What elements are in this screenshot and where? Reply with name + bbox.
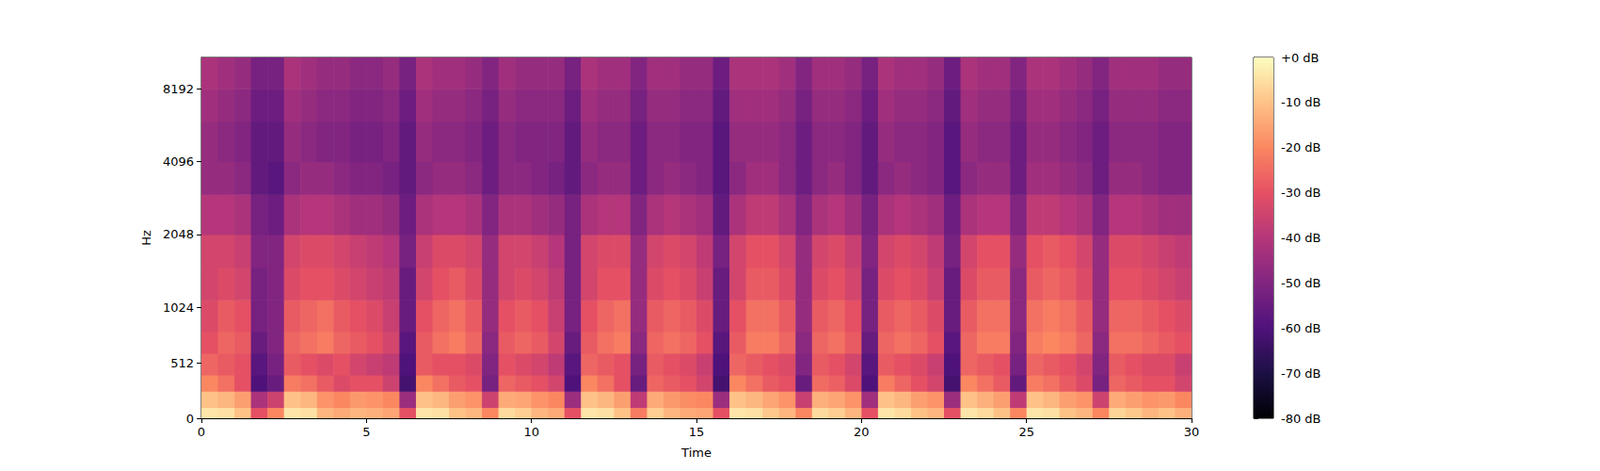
svg-text:15: 15 [688,424,705,439]
svg-text:1024: 1024 [162,300,194,315]
svg-text:-30 dB: -30 dB [1280,185,1322,200]
svg-text:5: 5 [362,424,370,439]
svg-text:-20 dB: -20 dB [1280,140,1322,155]
svg-text:4096: 4096 [162,154,194,169]
svg-text:25: 25 [1018,424,1035,439]
svg-text:-80 dB: -80 dB [1280,411,1322,426]
svg-text:512: 512 [170,355,194,370]
svg-text:-50 dB: -50 dB [1280,275,1322,290]
svg-text:Hz: Hz [139,229,154,246]
svg-text:-70 dB: -70 dB [1280,366,1322,381]
svg-text:0: 0 [186,411,194,426]
svg-text:-60 dB: -60 dB [1280,320,1322,336]
svg-text:Time: Time [680,445,712,460]
svg-text:+0 dB: +0 dB [1280,50,1319,65]
svg-text:-40 dB: -40 dB [1280,230,1322,245]
svg-text:8192: 8192 [162,81,194,96]
svg-text:0: 0 [197,424,206,439]
svg-text:20: 20 [853,424,870,439]
svg-text:2048: 2048 [162,226,194,241]
svg-text:30: 30 [1184,424,1200,439]
svg-text:-10 dB: -10 dB [1280,95,1322,110]
svg-text:10: 10 [523,424,540,439]
